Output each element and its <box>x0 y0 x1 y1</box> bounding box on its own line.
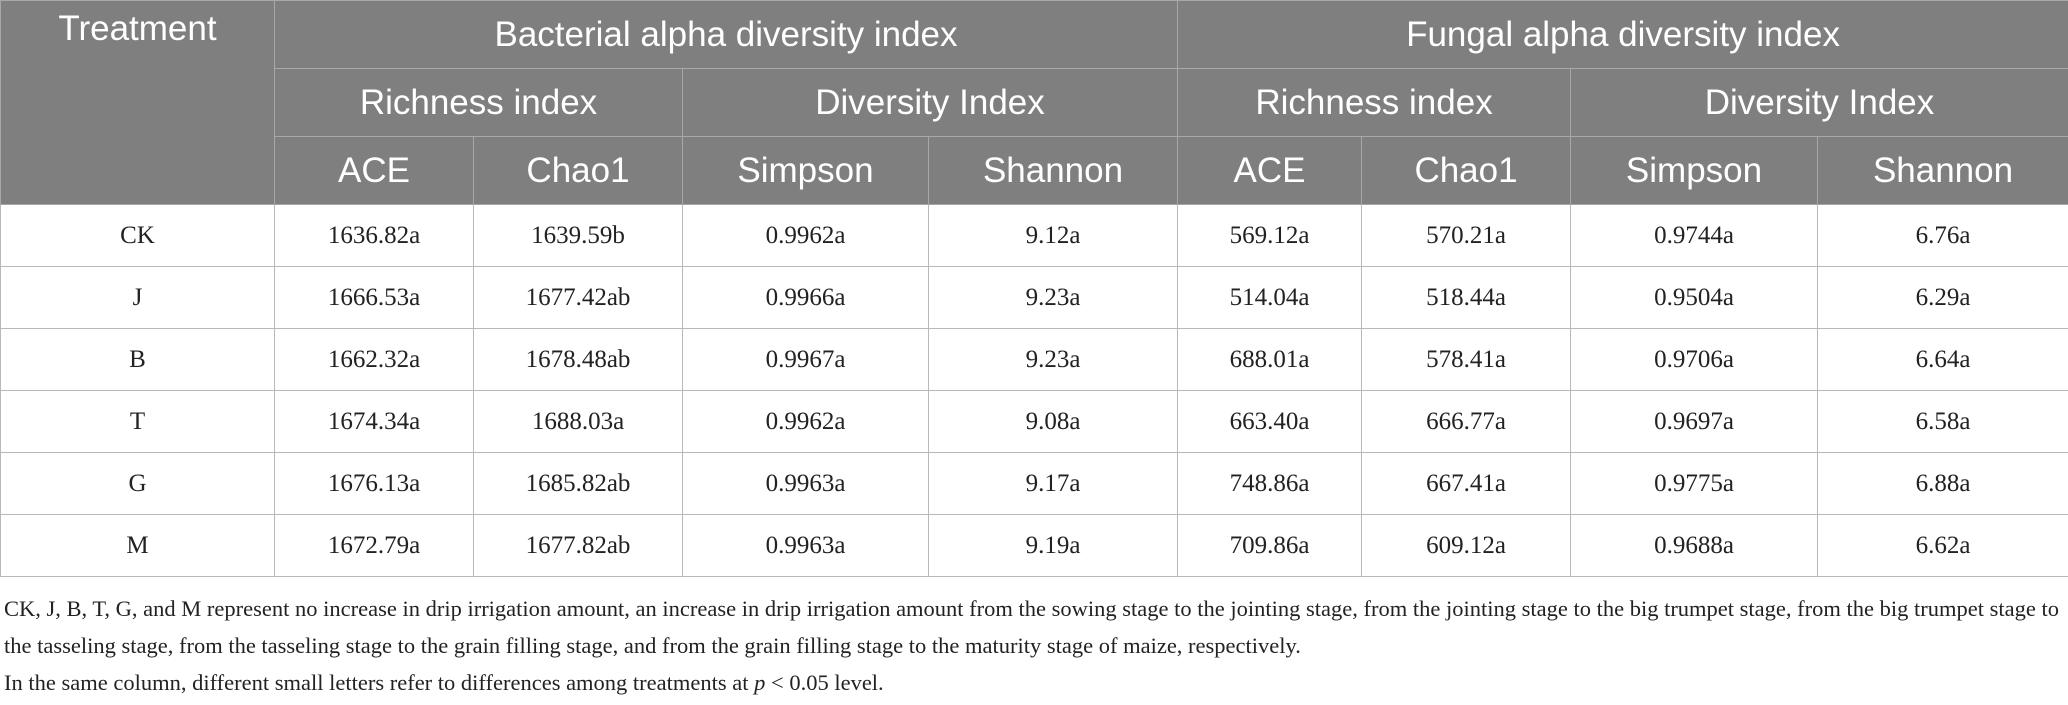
table-row: M 1672.79a 1677.82ab 0.9963a 9.19a 709.8… <box>0 514 2068 577</box>
treatment-cell: T <box>0 390 275 453</box>
bacterial-shannon-header: Shannon <box>927 136 1179 205</box>
bacterial-chao1-cell: 1685.82ab <box>473 452 683 515</box>
header-row-subgroups: Richness index Diversity Index Richness … <box>1 68 2068 137</box>
treatment-cell: J <box>0 266 275 329</box>
fungal-shannon-cell: 6.76a <box>1817 204 2068 267</box>
bacterial-shannon-cell: 9.19a <box>927 514 1179 577</box>
fungal-shannon-cell: 6.62a <box>1817 514 2068 577</box>
bacterial-chao1-cell: 1688.03a <box>473 390 683 453</box>
bacterial-ace-cell: 1674.34a <box>274 390 474 453</box>
fungal-simpson-cell: 0.9775a <box>1570 452 1819 515</box>
fungal-shannon-cell: 6.58a <box>1817 390 2068 453</box>
bacterial-group-header: Bacterial alpha diversity index <box>273 0 1179 69</box>
bacterial-shannon-cell: 9.12a <box>927 204 1179 267</box>
treatment-cell: M <box>0 514 275 577</box>
bacterial-simpson-cell: 0.9963a <box>682 514 929 577</box>
fungal-ace-cell: 569.12a <box>1177 204 1363 267</box>
fungal-ace-cell: 688.01a <box>1177 328 1363 391</box>
bacterial-ace-cell: 1662.32a <box>274 328 474 391</box>
fungal-group-header: Fungal alpha diversity index <box>1177 0 2068 69</box>
treatment-cell: CK <box>0 204 275 267</box>
fungal-chao1-cell: 578.41a <box>1361 328 1572 391</box>
fungal-chao1-cell: 667.41a <box>1361 452 1572 515</box>
bacterial-chao1-header: Chao1 <box>473 136 683 205</box>
fungal-ace-cell: 709.86a <box>1177 514 1363 577</box>
bacterial-chao1-cell: 1639.59b <box>473 204 683 267</box>
fungal-shannon-header: Shannon <box>1817 136 2068 205</box>
fungal-simpson-cell: 0.9504a <box>1570 266 1819 329</box>
table-header: Treatment Bacterial alpha diversity inde… <box>0 0 2068 205</box>
fungal-shannon-cell: 6.64a <box>1817 328 2068 391</box>
fungal-shannon-cell: 6.29a <box>1817 266 2068 329</box>
fungal-chao1-cell: 570.21a <box>1361 204 1572 267</box>
fungal-chao1-header: Chao1 <box>1361 136 1572 205</box>
bacterial-simpson-cell: 0.9966a <box>682 266 929 329</box>
fungal-shannon-cell: 6.88a <box>1817 452 2068 515</box>
bacterial-chao1-cell: 1678.48ab <box>473 328 683 391</box>
fungal-ace-cell: 514.04a <box>1177 266 1363 329</box>
bacterial-ace-header: ACE <box>274 136 474 205</box>
table-row: B 1662.32a 1678.48ab 0.9967a 9.23a 688.0… <box>0 328 2068 391</box>
bacterial-simpson-cell: 0.9963a <box>682 452 929 515</box>
bacterial-shannon-cell: 9.08a <box>927 390 1179 453</box>
bacterial-ace-cell: 1636.82a <box>274 204 474 267</box>
alpha-diversity-table: Treatment Bacterial alpha diversity inde… <box>0 0 2068 577</box>
table-footnote: CK, J, B, T, G, and M represent no incre… <box>4 590 2059 701</box>
fungal-simpson-cell: 0.9744a <box>1570 204 1819 267</box>
table-row: T 1674.34a 1688.03a 0.9962a 9.08a 663.40… <box>0 390 2068 453</box>
fungal-simpson-cell: 0.9688a <box>1570 514 1819 577</box>
bacterial-simpson-cell: 0.9967a <box>682 328 929 391</box>
bacterial-shannon-cell: 9.17a <box>927 452 1179 515</box>
table-row: CK 1636.82a 1639.59b 0.9962a 9.12a 569.1… <box>0 204 2068 267</box>
fungal-simpson-cell: 0.9697a <box>1570 390 1819 453</box>
fungal-ace-header: ACE <box>1177 136 1363 205</box>
bacterial-ace-cell: 1676.13a <box>274 452 474 515</box>
header-row-groups: Treatment Bacterial alpha diversity inde… <box>0 0 2068 205</box>
bacterial-diversity-header: Diversity Index <box>681 68 1179 137</box>
fungal-simpson-cell: 0.9706a <box>1570 328 1819 391</box>
bacterial-shannon-cell: 9.23a <box>927 328 1179 391</box>
bacterial-shannon-cell: 9.23a <box>927 266 1179 329</box>
footnote-significance: In the same column, different small lett… <box>4 664 2059 701</box>
treatment-cell: G <box>0 452 275 515</box>
p-value-symbol: p <box>754 670 766 695</box>
fungal-chao1-cell: 518.44a <box>1361 266 1572 329</box>
fungal-ace-cell: 663.40a <box>1177 390 1363 453</box>
bacterial-ace-cell: 1666.53a <box>274 266 474 329</box>
footnote-significance-post: < 0.05 level. <box>765 670 884 695</box>
bacterial-chao1-cell: 1677.42ab <box>473 266 683 329</box>
bacterial-simpson-cell: 0.9962a <box>682 204 929 267</box>
bacterial-ace-cell: 1672.79a <box>274 514 474 577</box>
header-row-metrics: ACE Chao1 Simpson Shannon ACE Chao1 Simp… <box>1 136 2068 205</box>
fungal-richness-header: Richness index <box>1177 68 1572 137</box>
fungal-chao1-cell: 666.77a <box>1361 390 1572 453</box>
fungal-chao1-cell: 609.12a <box>1361 514 1572 577</box>
bacterial-chao1-cell: 1677.82ab <box>473 514 683 577</box>
fungal-simpson-header: Simpson <box>1570 136 1819 205</box>
treatment-cell: B <box>0 328 275 391</box>
fungal-diversity-header: Diversity Index <box>1570 68 2068 137</box>
bacterial-simpson-header: Simpson <box>682 136 929 205</box>
bacterial-richness-header: Richness index <box>274 68 683 137</box>
footnote-significance-pre: In the same column, different small lett… <box>4 670 755 695</box>
treatment-header: Treatment <box>0 0 275 205</box>
footnote-abbreviations: CK, J, B, T, G, and M represent no incre… <box>4 596 2059 658</box>
table-row: G 1676.13a 1685.82ab 0.9963a 9.17a 748.8… <box>0 452 2068 515</box>
fungal-ace-cell: 748.86a <box>1177 452 1363 515</box>
table-body: CK 1636.82a 1639.59b 0.9962a 9.12a 569.1… <box>0 204 2068 577</box>
bacterial-simpson-cell: 0.9962a <box>682 390 929 453</box>
table-row: J 1666.53a 1677.42ab 0.9966a 9.23a 514.0… <box>0 266 2068 329</box>
